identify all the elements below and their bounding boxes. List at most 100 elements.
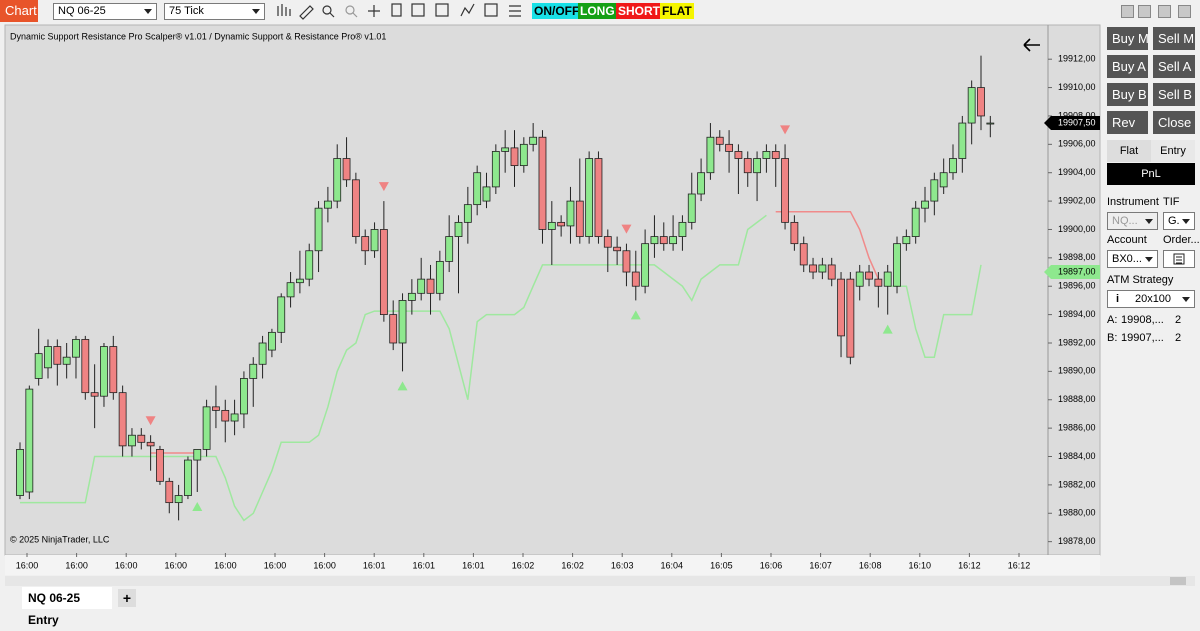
- toolbar-icons: [277, 3, 521, 20]
- crosshair-icon[interactable]: [368, 5, 380, 17]
- candle-up: [529, 136, 538, 145]
- y-tick-label: 19908,00: [1058, 110, 1096, 120]
- restore-button[interactable]: [1138, 5, 1151, 18]
- order-quantity-button[interactable]: [1163, 250, 1195, 268]
- candle-up: [16, 449, 24, 496]
- data-box-icon[interactable]: [391, 3, 402, 17]
- minimize-button[interactable]: [1121, 5, 1134, 18]
- candle-up: [501, 147, 510, 152]
- candle-up: [305, 250, 314, 280]
- calculator-icon: [1173, 253, 1185, 265]
- y-tick-label: 19878,00: [1058, 536, 1096, 546]
- y-tick-label: 19898,00: [1058, 252, 1096, 262]
- buy-bid-button[interactable]: Buy B: [1107, 83, 1148, 106]
- atm-dropdown[interactable]: i 20x100: [1107, 290, 1195, 308]
- price-tag-label: 19907,50: [1058, 117, 1096, 127]
- account-dropdown[interactable]: BX0...: [1107, 250, 1158, 268]
- candle-down: [426, 278, 435, 294]
- properties-icon[interactable]: [411, 3, 425, 17]
- candle-up: [958, 122, 967, 159]
- candle-down: [809, 264, 817, 273]
- candle-down: [379, 229, 388, 316]
- candle-up: [463, 204, 472, 223]
- app-label[interactable]: Chart: [0, 0, 38, 22]
- x-tick-label: 16:07: [809, 560, 832, 570]
- y-tick-label: 19880,00: [1058, 508, 1096, 518]
- strategies-icon[interactable]: [460, 3, 475, 17]
- maximize-button[interactable]: [1158, 5, 1171, 18]
- candle-up: [72, 339, 80, 358]
- buy-market-button[interactable]: Buy M: [1107, 27, 1148, 50]
- bid-quantity: 2: [1175, 332, 1182, 344]
- candle-up: [669, 236, 677, 245]
- short-signal: [621, 224, 632, 234]
- copyright: © 2025 NinjaTrader, LLC: [10, 534, 110, 544]
- bars-icon[interactable]: [277, 4, 291, 16]
- tif-dropdown[interactable]: G.: [1163, 212, 1195, 230]
- interval-select[interactable]: 75 Tick: [164, 3, 265, 20]
- candle-up: [650, 236, 659, 245]
- candle-up: [44, 346, 52, 369]
- candle-up: [398, 300, 407, 344]
- x-tick-label: 16:02: [561, 560, 584, 570]
- zoom-in-icon[interactable]: [322, 5, 332, 15]
- x-tick-label: 16:08: [859, 560, 882, 570]
- candle-down: [874, 278, 883, 287]
- entry-tab[interactable]: Entry: [1151, 140, 1195, 162]
- price-tag: [1044, 265, 1100, 280]
- instrument-dropdown[interactable]: NQ...: [1107, 212, 1158, 230]
- close-window-button[interactable]: [1178, 5, 1191, 18]
- close-button[interactable]: Close: [1153, 111, 1195, 134]
- candle-down: [156, 449, 164, 482]
- short-button[interactable]: SHORT: [616, 3, 662, 19]
- y-tick-label: 19906,00: [1058, 139, 1096, 149]
- on-off-button[interactable]: ON/OFF: [532, 3, 582, 19]
- flat-button[interactable]: FLAT: [660, 3, 694, 19]
- indicators-icon[interactable]: [435, 3, 449, 17]
- add-tab[interactable]: +: [118, 589, 136, 607]
- candle-down: [613, 246, 622, 252]
- x-tick-label: 16:04: [661, 560, 684, 570]
- buy-ask-button[interactable]: Buy A: [1107, 55, 1148, 78]
- ask-label: A:: [1107, 314, 1118, 326]
- candle-up: [314, 207, 323, 252]
- long-button[interactable]: LONG: [578, 3, 617, 19]
- instrument-select[interactable]: NQ 06-25: [53, 3, 157, 20]
- flat-tab[interactable]: Flat: [1107, 140, 1151, 162]
- sell-bid-button[interactable]: Sell B: [1153, 83, 1195, 106]
- candle-up: [566, 200, 575, 227]
- menu-icon[interactable]: [509, 5, 521, 17]
- sell-ask-button[interactable]: Sell A: [1153, 55, 1195, 78]
- candle-up: [883, 271, 892, 287]
- candle-up: [893, 243, 901, 287]
- long-signal: [192, 501, 203, 511]
- y-tick-label: 19884,00: [1058, 451, 1096, 461]
- candle-up: [100, 346, 108, 397]
- x-tick-label: 16:01: [413, 560, 436, 570]
- x-tick-label: 16:01: [363, 560, 386, 570]
- back-arrow-icon[interactable]: [1023, 38, 1040, 52]
- candle-down: [734, 151, 743, 159]
- candle-up: [678, 221, 687, 237]
- candle-up: [333, 158, 342, 202]
- candle-down: [659, 236, 668, 245]
- pencil-icon[interactable]: [299, 5, 314, 20]
- tif-label: TIF: [1163, 196, 1180, 208]
- candle-up: [519, 143, 528, 167]
- y-tick-label: 19896,00: [1058, 281, 1096, 291]
- zoom-out-icon[interactable]: [345, 5, 355, 15]
- sell-market-button[interactable]: Sell M: [1153, 27, 1195, 50]
- atm-info-icon[interactable]: i: [1116, 293, 1120, 305]
- candle-down: [977, 87, 985, 117]
- candle-up: [585, 158, 594, 237]
- drawing-icon[interactable]: [484, 3, 498, 17]
- candle-down: [715, 136, 724, 145]
- scroll-thumb[interactable]: [1170, 577, 1186, 585]
- scrollbar[interactable]: [5, 576, 1195, 586]
- plot-area: [16, 55, 995, 522]
- chart-tab[interactable]: NQ 06-25 Entry: [22, 587, 112, 627]
- y-tick-label: 19912,00: [1058, 54, 1096, 64]
- candle-down: [594, 158, 603, 237]
- reverse-button[interactable]: Rev: [1107, 111, 1148, 134]
- atm-strategy: 20x100: [1134, 293, 1172, 305]
